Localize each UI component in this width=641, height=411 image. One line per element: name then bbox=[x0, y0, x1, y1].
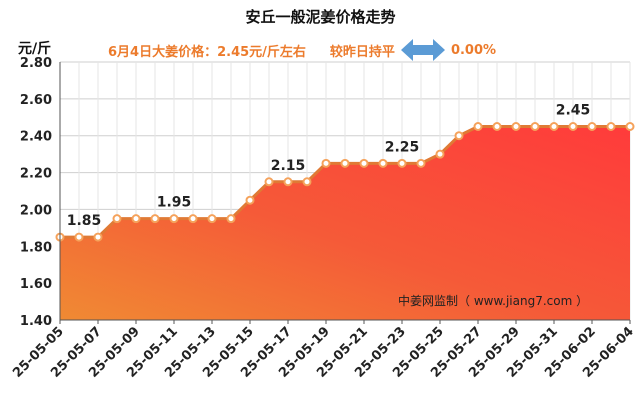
data-point bbox=[473, 122, 483, 131]
data-point bbox=[131, 214, 141, 224]
chart-title: 安丘一般泥姜价格走势 bbox=[245, 8, 396, 26]
data-point bbox=[530, 122, 540, 131]
data-label: 2.45 bbox=[556, 103, 591, 119]
y-tick-label: 1.40 bbox=[20, 314, 52, 329]
y-tick-label: 2.40 bbox=[20, 130, 52, 145]
data-point bbox=[340, 158, 350, 168]
data-point bbox=[93, 232, 103, 242]
y-tick-label: 2.60 bbox=[20, 93, 52, 108]
series-area bbox=[60, 126, 630, 320]
data-point bbox=[416, 158, 426, 168]
y-axis-unit: 元/斤 bbox=[18, 41, 52, 57]
price-text: 6月4日大姜价格：2.45元/斤左右 bbox=[108, 44, 306, 60]
y-tick-label: 2.00 bbox=[20, 203, 52, 218]
data-point bbox=[188, 214, 198, 224]
data-label: 2.15 bbox=[271, 158, 306, 174]
data-point bbox=[549, 122, 559, 131]
y-tick-label: 2.20 bbox=[20, 167, 52, 182]
data-point bbox=[74, 232, 84, 242]
data-point bbox=[587, 122, 597, 131]
watermark: 中姜网监制（ www.jiang7.com ） bbox=[398, 293, 588, 308]
y-tick-label: 1.80 bbox=[20, 240, 52, 255]
data-point bbox=[397, 158, 407, 168]
data-point bbox=[359, 158, 369, 168]
data-point bbox=[625, 122, 635, 131]
data-point bbox=[321, 158, 331, 168]
data-point bbox=[435, 149, 445, 159]
data-point bbox=[245, 195, 255, 205]
data-point bbox=[169, 214, 179, 224]
y-tick-label: 1.60 bbox=[20, 277, 52, 292]
compare-text: 较昨日持平 bbox=[329, 44, 395, 60]
data-label: 1.85 bbox=[67, 213, 102, 229]
data-point bbox=[378, 158, 388, 168]
y-tick-label: 2.80 bbox=[20, 56, 52, 71]
data-point bbox=[454, 131, 464, 141]
double-arrow-icon bbox=[400, 39, 445, 61]
data-point bbox=[264, 177, 274, 187]
data-point bbox=[112, 214, 122, 224]
data-label: 2.25 bbox=[385, 139, 420, 155]
data-label: 1.95 bbox=[157, 195, 192, 211]
data-point bbox=[226, 214, 236, 224]
data-point bbox=[568, 122, 578, 131]
data-point bbox=[302, 177, 312, 187]
data-point bbox=[606, 122, 616, 131]
data-point bbox=[492, 122, 502, 131]
subtitle: 6月4日大姜价格：2.45元/斤左右 较昨日持平 0.00% bbox=[108, 38, 496, 62]
data-point bbox=[511, 122, 521, 131]
data-point bbox=[283, 177, 293, 187]
data-point bbox=[207, 214, 217, 224]
data-point bbox=[150, 214, 160, 224]
change-text: 0.00% bbox=[450, 42, 497, 58]
